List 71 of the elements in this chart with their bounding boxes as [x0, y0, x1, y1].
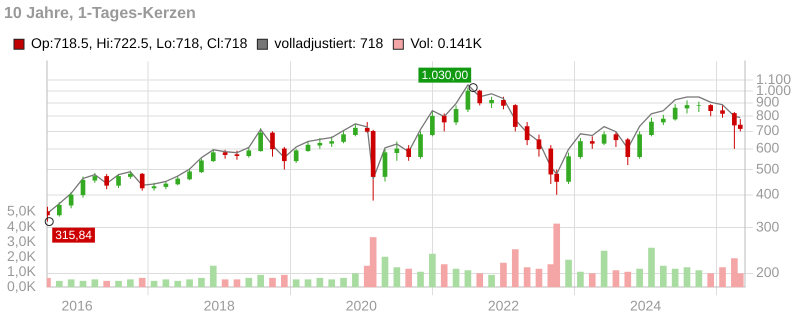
candlestick	[270, 130, 275, 158]
candlestick	[56, 202, 62, 218]
candlestick	[294, 148, 299, 164]
candlestick	[649, 117, 654, 137]
candlestick	[80, 176, 86, 198]
candlestick	[720, 104, 725, 118]
candlestick	[578, 138, 583, 160]
legend-label: volladjustiert: 718	[274, 35, 384, 52]
y2-tick-label: 3,0K	[6, 232, 36, 249]
candlestick	[466, 87, 470, 113]
candlestick	[116, 174, 121, 188]
candlestick	[406, 144, 412, 162]
candlestick	[306, 141, 310, 152]
candlestick	[92, 172, 98, 184]
candlestick	[430, 112, 435, 137]
candlestick	[199, 158, 204, 174]
y-tick-label: 400	[756, 186, 780, 202]
candlestick	[68, 191, 74, 209]
y-tick-label: 800	[756, 107, 780, 124]
candlestick	[696, 101, 702, 113]
legend-label: Op:718.5, Hi:722.5, Lo:718, Cl:718	[31, 35, 248, 52]
y-tick-label: 600	[756, 140, 780, 156]
candlestick	[660, 114, 666, 126]
candlestick	[318, 138, 322, 150]
candlestick	[140, 172, 145, 192]
candlestick	[501, 96, 506, 110]
y-tick-label: 300	[756, 218, 780, 234]
chart-title: 10 Jahre, 1-Tages-Kerzen	[4, 5, 196, 22]
annotation: 315,84	[55, 228, 92, 242]
candlestick	[614, 130, 618, 148]
candlestick	[418, 130, 423, 160]
candlestick	[512, 104, 518, 132]
candlestick	[489, 96, 494, 109]
candlestick	[708, 104, 714, 117]
x-tick-label: 2018	[204, 297, 235, 314]
x-tick-label: 2016	[61, 297, 93, 314]
candlestick	[590, 136, 595, 150]
y2-tick-label: 2,0K	[6, 248, 36, 264]
candlestick	[104, 174, 110, 190]
y2-tick-label: 0,0K	[6, 278, 36, 294]
y2-tick-label: 5,0K	[6, 202, 36, 219]
candlestick	[442, 112, 447, 132]
x-tick-label: 2020	[346, 297, 378, 314]
x-tick-label: 2022	[488, 297, 520, 314]
y-tick-label: 900	[756, 94, 780, 110]
candlestick	[282, 146, 287, 170]
y2-tick-label: 1,0K	[6, 262, 36, 279]
candlestick	[353, 123, 358, 137]
candlestick	[187, 168, 192, 181]
candlestick	[684, 100, 690, 114]
candlestick	[477, 89, 482, 106]
candlestick	[246, 146, 252, 158]
candlestick	[341, 130, 346, 144]
candlestick	[524, 122, 530, 146]
y2-tick-label: 4,0K	[6, 218, 36, 234]
candlestick	[637, 130, 642, 160]
candlestick	[625, 138, 630, 166]
y-tick-label: 200	[756, 264, 780, 280]
candlestick	[536, 134, 542, 158]
x-tick-label: 2024	[630, 297, 662, 314]
annotation: 1.030,00	[421, 68, 468, 82]
candlestick	[329, 136, 334, 148]
y-tick-label: 500	[756, 160, 780, 176]
candlestick	[602, 130, 606, 146]
candlestick	[210, 148, 216, 162]
y-tick-label: 700	[756, 122, 780, 138]
candlestick	[258, 128, 263, 152]
candlestick	[672, 104, 678, 122]
legend-label: Vol: 0.141K	[410, 35, 483, 52]
candlestick	[454, 104, 458, 126]
candlestick	[394, 141, 400, 162]
